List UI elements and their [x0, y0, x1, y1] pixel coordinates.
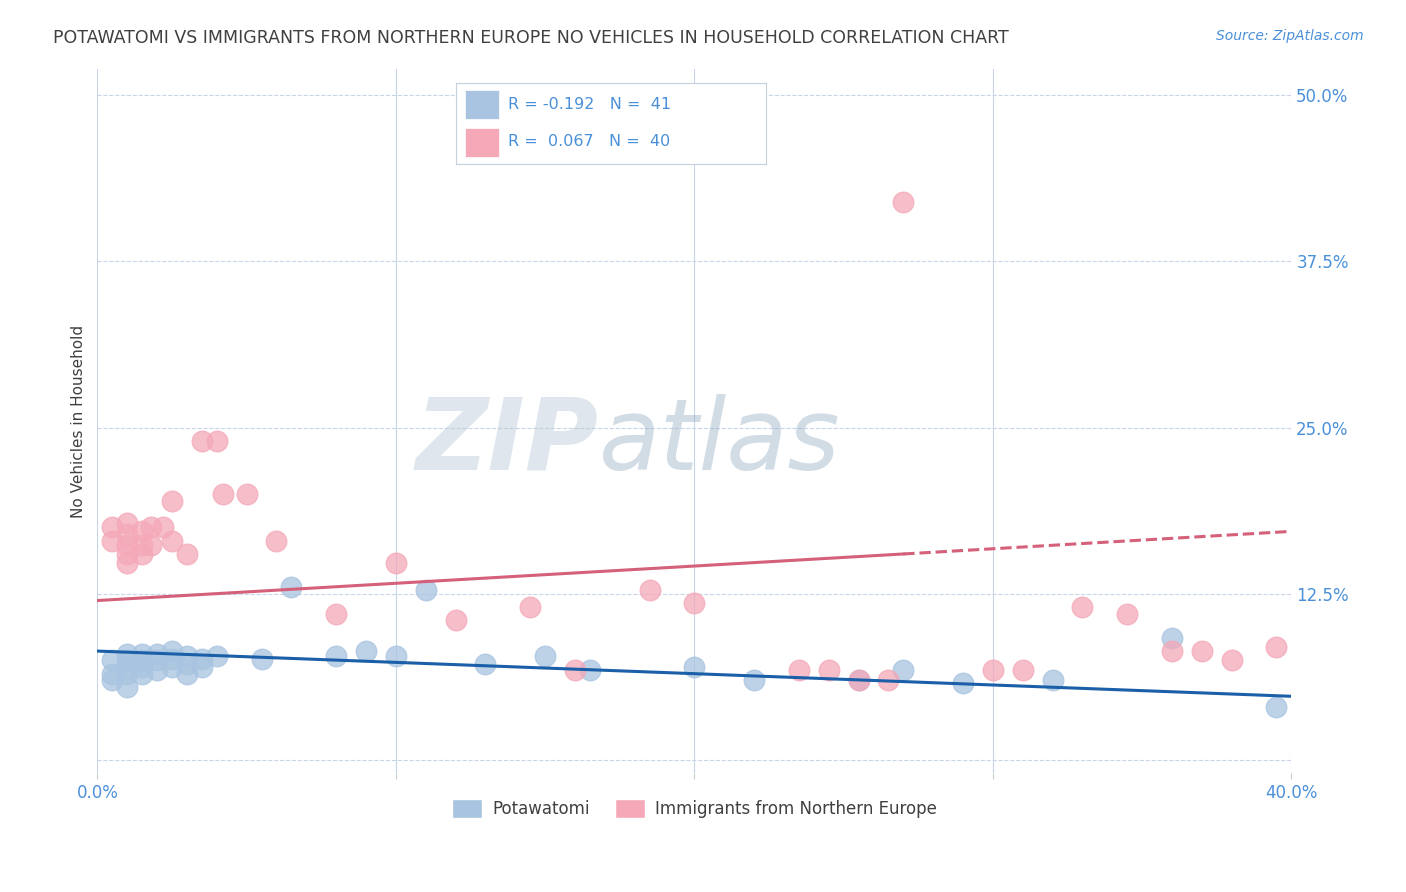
Point: [176, 657, 198, 672]
Point: [952, 676, 974, 690]
Point: [415, 582, 437, 597]
Point: [1161, 631, 1184, 645]
Point: [579, 663, 602, 677]
Point: [115, 527, 138, 541]
Point: [1042, 673, 1064, 688]
Point: [152, 520, 174, 534]
Point: [1265, 700, 1288, 714]
Point: [139, 520, 162, 534]
Point: [325, 649, 347, 664]
Point: [101, 653, 124, 667]
Text: atlas: atlas: [599, 393, 841, 491]
Point: [638, 582, 661, 597]
Point: [176, 547, 198, 561]
Point: [115, 653, 138, 667]
Point: [115, 547, 138, 561]
Point: [280, 580, 302, 594]
Point: [891, 663, 914, 677]
Point: [877, 673, 900, 688]
Point: [160, 652, 183, 666]
Point: [131, 524, 153, 539]
Point: [683, 596, 706, 610]
Point: [146, 663, 169, 677]
Point: [131, 660, 153, 674]
Point: [1220, 653, 1243, 667]
Point: [101, 673, 124, 688]
Point: [519, 600, 541, 615]
Point: [981, 663, 1004, 677]
Text: ZIP: ZIP: [416, 393, 599, 491]
Point: [250, 652, 273, 666]
Point: [115, 556, 138, 570]
Point: [139, 538, 162, 552]
Point: [101, 533, 124, 548]
Point: [1011, 663, 1033, 677]
Point: [1116, 607, 1139, 621]
Point: [191, 434, 214, 448]
Point: [131, 647, 153, 661]
Point: [564, 663, 586, 677]
Point: [266, 533, 288, 548]
Point: [474, 657, 496, 672]
Point: [160, 660, 183, 674]
Point: [534, 649, 557, 664]
Point: [1191, 644, 1213, 658]
Text: POTAWATOMI VS IMMIGRANTS FROM NORTHERN EUROPE NO VEHICLES IN HOUSEHOLD CORRELATI: POTAWATOMI VS IMMIGRANTS FROM NORTHERN E…: [53, 29, 1010, 46]
Point: [1161, 644, 1184, 658]
Point: [891, 194, 914, 209]
Point: [115, 680, 138, 694]
Point: [115, 647, 138, 661]
Point: [848, 673, 870, 688]
Point: [235, 487, 257, 501]
Point: [160, 644, 183, 658]
Point: [848, 673, 870, 688]
Point: [176, 649, 198, 664]
Point: [1071, 600, 1094, 615]
Point: [115, 516, 138, 531]
Point: [101, 520, 124, 534]
Legend: Potawatomi, Immigrants from Northern Europe: Potawatomi, Immigrants from Northern Eur…: [446, 792, 943, 825]
Point: [131, 538, 153, 552]
Point: [683, 660, 706, 674]
Point: [160, 493, 183, 508]
Point: [385, 556, 408, 570]
Point: [787, 663, 810, 677]
Point: [146, 653, 169, 667]
Point: [385, 649, 408, 664]
Point: [176, 666, 198, 681]
Point: [101, 666, 124, 681]
Point: [211, 487, 233, 501]
Point: [1265, 640, 1288, 654]
Point: [115, 666, 138, 681]
Point: [131, 666, 153, 681]
Point: [205, 434, 228, 448]
Point: [191, 660, 214, 674]
Point: [325, 607, 347, 621]
Y-axis label: No Vehicles in Household: No Vehicles in Household: [72, 325, 86, 517]
Point: [131, 653, 153, 667]
Point: [146, 647, 169, 661]
Point: [444, 614, 467, 628]
Point: [742, 673, 765, 688]
Point: [115, 538, 138, 552]
Point: [160, 533, 183, 548]
Point: [191, 652, 214, 666]
Point: [354, 644, 377, 658]
Point: [115, 660, 138, 674]
Point: [131, 547, 153, 561]
Point: [817, 663, 839, 677]
Text: Source: ZipAtlas.com: Source: ZipAtlas.com: [1216, 29, 1364, 43]
Point: [205, 649, 228, 664]
